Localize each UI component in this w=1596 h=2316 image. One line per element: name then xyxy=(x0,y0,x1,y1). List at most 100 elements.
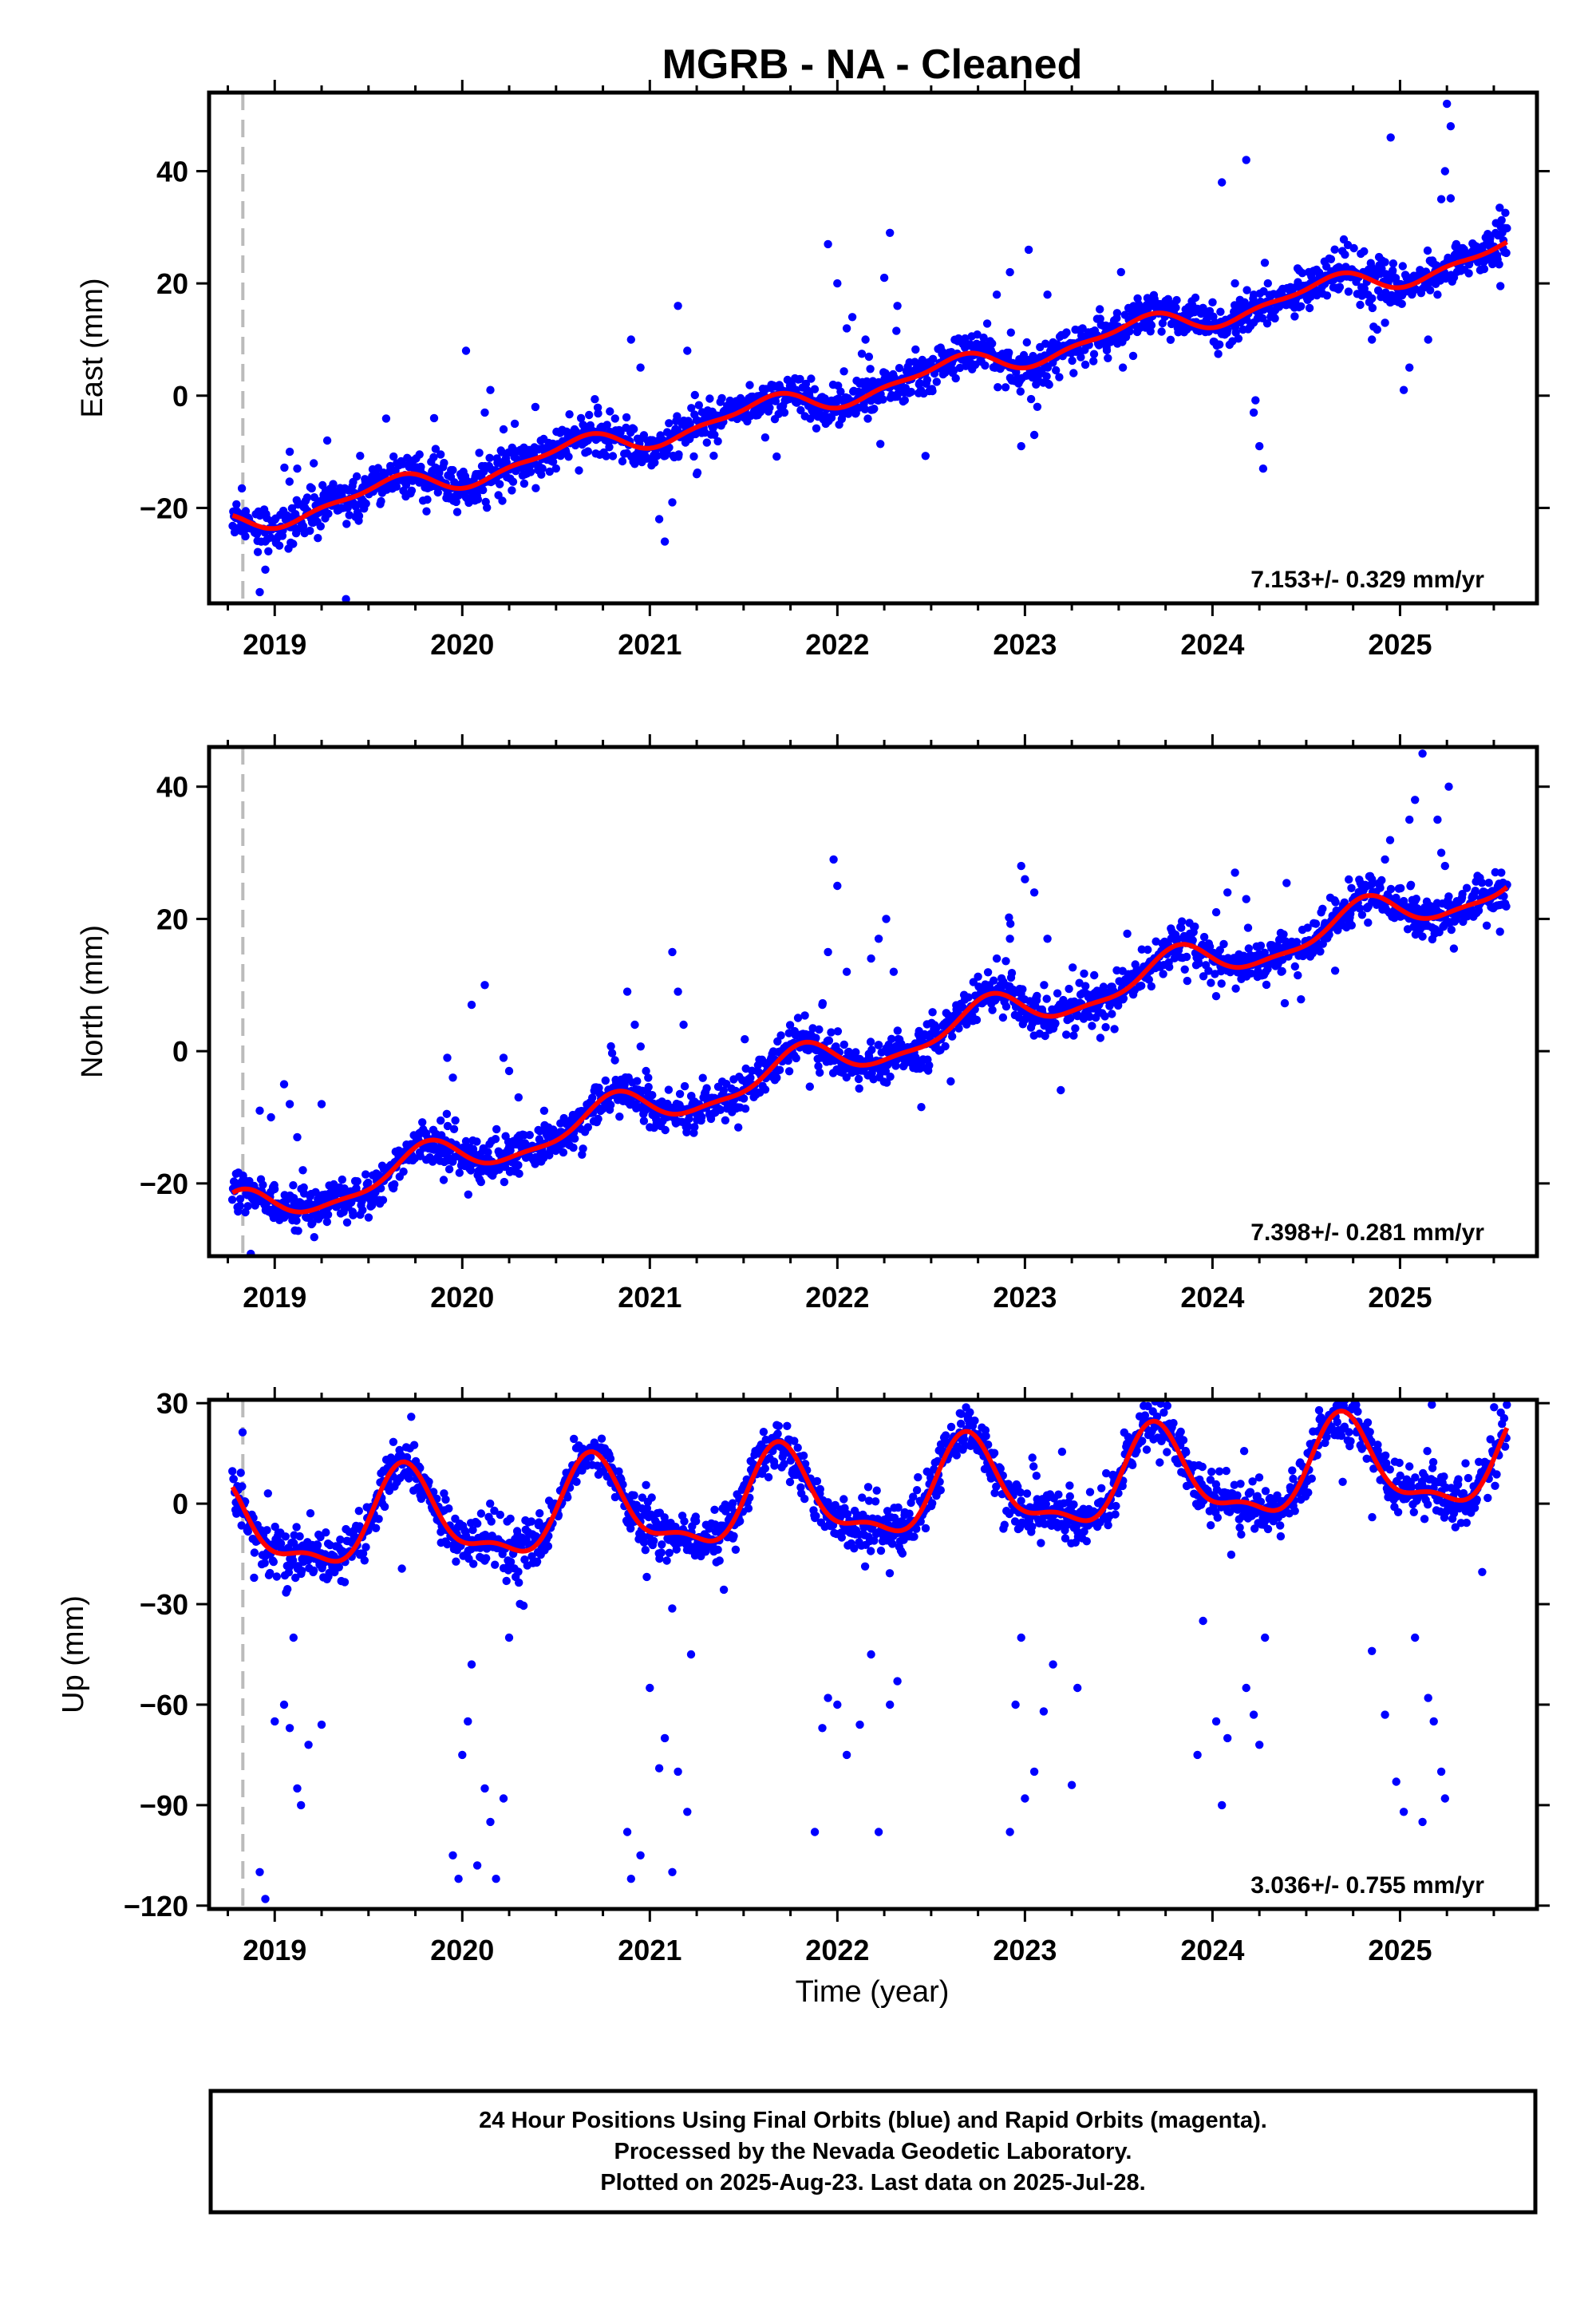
data-point xyxy=(870,405,879,413)
data-point xyxy=(1290,962,1300,971)
data-point xyxy=(1062,328,1071,337)
data-point xyxy=(378,1196,388,1204)
data-point xyxy=(885,1569,895,1578)
data-point xyxy=(1318,904,1327,914)
data-point xyxy=(591,395,599,404)
data-point xyxy=(1217,979,1226,988)
data-point xyxy=(1243,923,1253,932)
data-point xyxy=(1147,321,1156,330)
outlier-point xyxy=(317,1100,326,1109)
data-point xyxy=(1345,875,1353,884)
data-point xyxy=(893,1026,903,1035)
data-point xyxy=(647,1493,656,1502)
data-point xyxy=(440,458,448,468)
data-point xyxy=(760,1085,770,1094)
data-point xyxy=(1340,898,1349,907)
data-point xyxy=(928,1008,937,1017)
data-point xyxy=(502,1576,511,1586)
data-point xyxy=(915,378,924,388)
outlier-point xyxy=(480,981,489,990)
data-point xyxy=(1057,1085,1065,1095)
outlier-point xyxy=(1424,335,1432,344)
data-point xyxy=(1364,918,1373,927)
outlier-point xyxy=(467,1000,476,1010)
data-point xyxy=(506,1557,516,1567)
data-point xyxy=(324,509,333,518)
data-point xyxy=(1373,325,1382,334)
data-point xyxy=(981,361,990,370)
data-point xyxy=(887,1034,896,1044)
data-point xyxy=(1073,1012,1082,1021)
data-point xyxy=(429,453,438,462)
data-point xyxy=(648,1091,657,1100)
data-point xyxy=(514,1160,523,1170)
data-point xyxy=(858,1493,867,1502)
x-tick-label: 2024 xyxy=(1180,628,1244,661)
data-point xyxy=(1159,970,1167,978)
data-point xyxy=(1215,946,1225,954)
data-point xyxy=(644,1073,653,1082)
data-point xyxy=(1412,895,1421,903)
data-point xyxy=(839,1495,848,1504)
data-point xyxy=(1262,980,1271,990)
data-point xyxy=(607,1049,617,1057)
data-point xyxy=(422,507,431,516)
data-point xyxy=(1396,883,1405,893)
data-point xyxy=(961,334,970,343)
outlier-point xyxy=(261,565,270,574)
data-point xyxy=(860,405,870,413)
data-point xyxy=(911,345,920,354)
data-point xyxy=(827,413,836,422)
data-point xyxy=(1244,944,1254,953)
data-point xyxy=(780,408,789,417)
data-point xyxy=(485,453,494,462)
data-point xyxy=(745,381,754,389)
data-point xyxy=(739,1094,749,1103)
y-tick-label: 0 xyxy=(172,380,188,413)
data-point xyxy=(418,1118,427,1127)
data-point xyxy=(911,1053,920,1062)
data-point xyxy=(1088,1022,1096,1030)
outlier-point xyxy=(630,1020,639,1030)
data-point xyxy=(1040,981,1049,990)
data-point xyxy=(228,1467,237,1476)
data-point xyxy=(488,1531,496,1540)
data-point xyxy=(1496,282,1505,290)
data-point xyxy=(1144,945,1152,954)
data-point xyxy=(243,1202,252,1211)
data-point xyxy=(570,1434,579,1444)
outlier-point xyxy=(448,1073,457,1082)
data-point xyxy=(519,479,529,488)
data-point xyxy=(842,1073,851,1082)
data-point xyxy=(900,396,910,405)
outlier-point xyxy=(293,464,302,473)
outlier-point xyxy=(1446,122,1456,131)
data-point xyxy=(790,1437,799,1445)
data-point xyxy=(650,458,659,467)
x-tick-label: 2023 xyxy=(993,1281,1057,1314)
data-point xyxy=(1171,303,1180,312)
data-point xyxy=(1090,970,1099,980)
data-point xyxy=(928,386,937,396)
data-point xyxy=(860,1562,870,1571)
data-point xyxy=(1123,929,1132,939)
data-point xyxy=(259,1180,267,1189)
data-point xyxy=(1471,887,1480,895)
east-panel: 2019 2020 2021 2022 2023 2024 2025−2002040East… xyxy=(76,80,1550,661)
x-tick-label: 2023 xyxy=(993,628,1057,661)
data-point xyxy=(374,1515,383,1524)
data-point xyxy=(1204,966,1213,975)
data-point xyxy=(364,1213,373,1222)
x-tick-label: 2022 xyxy=(805,628,869,661)
x-tick-label: 2019 xyxy=(243,628,306,661)
outlier-point xyxy=(1242,156,1250,164)
outlier-point xyxy=(674,302,682,310)
data-point xyxy=(1385,836,1395,844)
data-point xyxy=(886,1072,895,1081)
data-point xyxy=(760,433,770,442)
north-y-axis-label: North (mm) xyxy=(76,925,109,1078)
data-point xyxy=(914,1472,922,1482)
outlier-point xyxy=(886,228,895,237)
data-point xyxy=(812,1476,822,1486)
data-point xyxy=(618,1480,627,1489)
